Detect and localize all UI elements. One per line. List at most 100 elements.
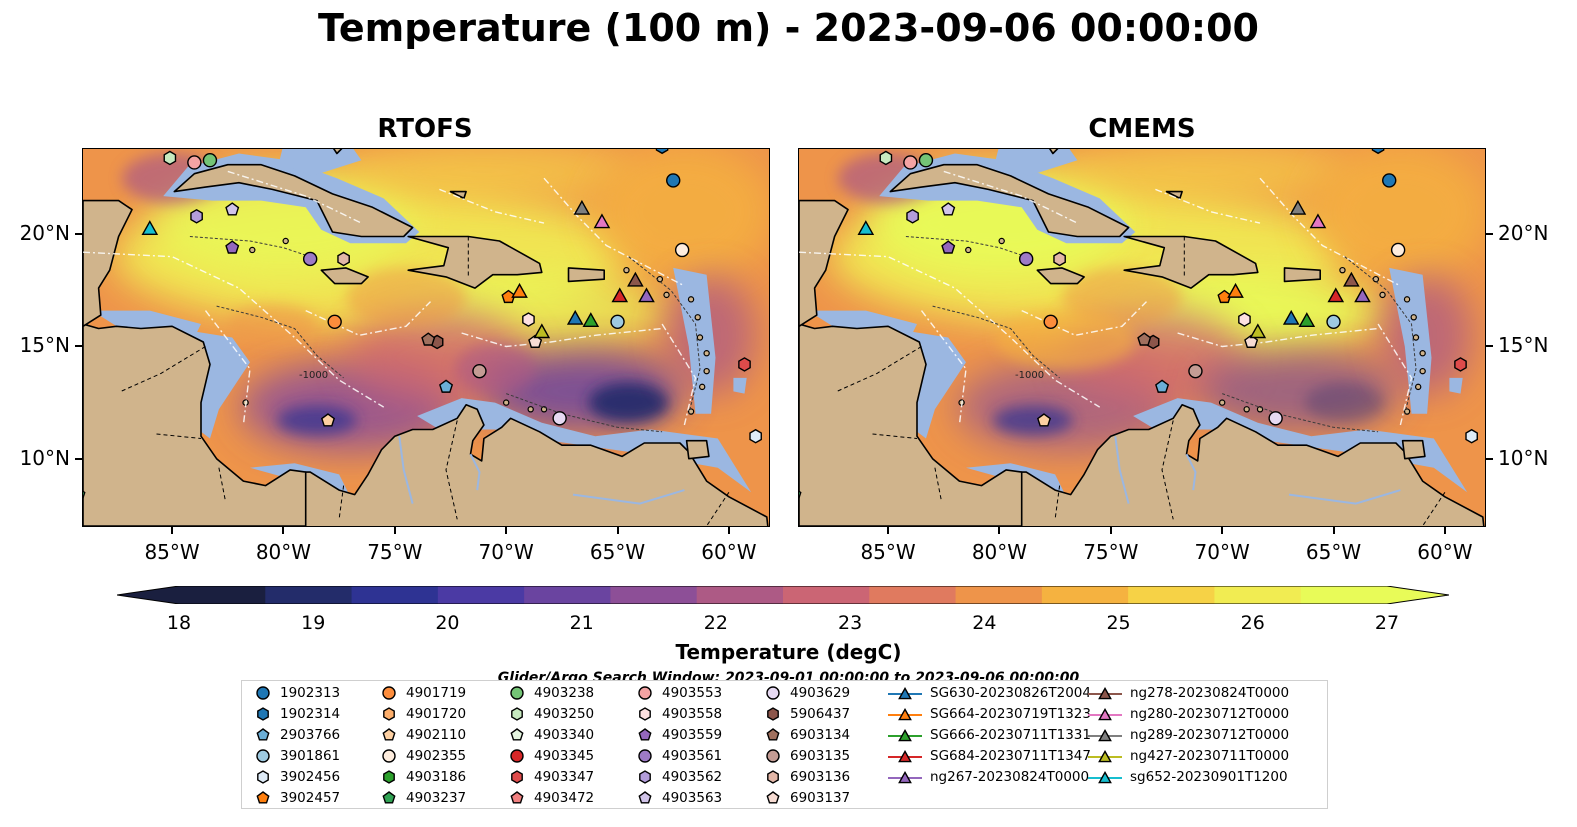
observation-marker-pentagon[interactable] (1137, 332, 1152, 346)
observation-marker-circle[interactable] (1188, 363, 1203, 379)
legend-marker[interactable] (510, 791, 524, 804)
observation-marker-hexagon[interactable] (738, 357, 751, 372)
observation-marker-circle[interactable] (187, 155, 202, 170)
observation-marker-hexagon[interactable] (1465, 428, 1478, 444)
observation-marker-circle[interactable] (1390, 242, 1406, 258)
observation-marker-pentagon[interactable] (1244, 334, 1259, 348)
observation-marker-triangle[interactable] (638, 287, 655, 303)
observation-marker-hexagon[interactable] (337, 251, 350, 267)
observation-marker-triangle[interactable] (533, 323, 551, 339)
legend-marker[interactable] (1098, 707, 1112, 721)
observation-marker-triangle[interactable] (511, 282, 528, 298)
observation-marker-circle[interactable] (666, 173, 681, 188)
observation-marker-triangle[interactable] (1298, 312, 1316, 327)
legend-marker[interactable] (767, 770, 779, 784)
legend-marker[interactable] (256, 728, 270, 741)
legend-marker[interactable] (510, 749, 524, 763)
observation-marker-pentagon[interactable] (941, 240, 956, 254)
legend-marker[interactable] (510, 686, 524, 700)
legend-marker[interactable] (257, 770, 269, 784)
observation-marker-circle[interactable] (302, 251, 318, 267)
observation-marker-hexagon[interactable] (1238, 312, 1251, 327)
observation-marker-triangle[interactable] (1289, 199, 1307, 215)
observation-marker-triangle[interactable] (582, 312, 600, 327)
observation-marker-pentagon[interactable] (439, 379, 454, 393)
observation-marker-hexagon[interactable] (163, 150, 177, 166)
legend-marker[interactable] (638, 686, 652, 700)
observation-marker-hexagon[interactable] (1454, 357, 1467, 372)
legend-marker[interactable] (898, 728, 912, 742)
legend-marker[interactable] (638, 749, 652, 763)
observation-marker-pentagon[interactable] (225, 202, 240, 216)
observation-marker-pentagon[interactable] (1155, 379, 1170, 393)
observation-marker-circle[interactable] (1268, 411, 1283, 426)
legend-marker[interactable] (766, 728, 780, 741)
legend-marker[interactable] (511, 707, 523, 721)
observation-marker-hexagon[interactable] (1371, 149, 1385, 155)
legend-marker[interactable] (511, 770, 523, 784)
observation-marker-circle[interactable] (903, 155, 918, 170)
observation-marker-circle[interactable] (472, 363, 487, 379)
legend-marker[interactable] (256, 749, 270, 763)
legend-marker[interactable] (898, 686, 912, 700)
legend-marker[interactable] (382, 728, 396, 741)
observation-marker-hexagon[interactable] (1053, 251, 1066, 267)
legend-marker[interactable] (1098, 686, 1112, 700)
legend-marker[interactable] (898, 770, 912, 784)
legend-marker[interactable] (639, 707, 651, 721)
legend-marker[interactable] (1098, 728, 1112, 742)
map-panel-cmems[interactable]: -1000 (798, 148, 1486, 527)
map-panel-rtofs[interactable]: -1000 (82, 148, 770, 527)
legend-marker[interactable] (383, 707, 395, 721)
observation-marker-pentagon[interactable] (320, 413, 336, 427)
observation-marker-circle[interactable] (674, 242, 690, 258)
observation-marker-triangle[interactable] (1227, 282, 1244, 298)
observation-marker-hexagon[interactable] (879, 150, 893, 166)
legend-marker[interactable] (638, 728, 652, 741)
legend-marker[interactable] (382, 791, 396, 804)
observation-marker-hexagon[interactable] (906, 209, 919, 224)
observation-marker-triangle[interactable] (566, 309, 584, 325)
observation-marker-circle[interactable] (1043, 314, 1058, 329)
observation-marker-triangle[interactable] (1282, 309, 1300, 325)
observation-marker-hexagon[interactable] (749, 428, 762, 444)
observation-marker-triangle[interactable] (627, 271, 644, 287)
observation-marker-triangle[interactable] (857, 220, 875, 235)
legend-marker[interactable] (766, 791, 780, 804)
legend-marker[interactable] (256, 791, 270, 804)
observation-marker-pentagon[interactable] (1036, 413, 1052, 427)
observation-marker-triangle[interactable] (1343, 271, 1360, 287)
legend-marker[interactable] (383, 770, 395, 784)
legend-marker[interactable] (898, 749, 912, 763)
legend-marker[interactable] (510, 728, 524, 741)
observation-marker-triangle[interactable] (1309, 213, 1327, 229)
legend-marker[interactable] (766, 686, 780, 700)
observation-marker-triangle[interactable] (1249, 323, 1267, 339)
legend-marker[interactable] (382, 749, 396, 763)
observation-marker-hexagon[interactable] (190, 209, 203, 224)
legend-marker[interactable] (1098, 770, 1112, 784)
observation-marker-pentagon[interactable] (941, 202, 956, 216)
observation-marker-circle[interactable] (918, 153, 934, 168)
observation-marker-pentagon[interactable] (799, 488, 802, 501)
legend-marker[interactable] (639, 770, 651, 784)
observation-marker-circle[interactable] (327, 314, 342, 329)
legend-marker[interactable] (638, 791, 652, 804)
observation-marker-circle[interactable] (552, 411, 567, 426)
observation-marker-pentagon[interactable] (225, 240, 240, 254)
legend-marker[interactable] (1098, 749, 1112, 763)
observation-marker-triangle[interactable] (1327, 287, 1345, 303)
observation-marker-circle[interactable] (610, 314, 625, 329)
legend-marker[interactable] (382, 686, 396, 700)
legend-marker[interactable] (256, 686, 270, 700)
observation-marker-hexagon[interactable] (522, 312, 535, 327)
observation-marker-pentagon[interactable] (83, 488, 86, 501)
observation-marker-triangle[interactable] (1354, 287, 1371, 303)
observation-marker-circle[interactable] (202, 153, 218, 168)
observation-marker-triangle[interactable] (611, 287, 629, 303)
legend-marker[interactable] (257, 707, 269, 721)
observation-marker-circle[interactable] (1382, 173, 1397, 188)
legend-marker[interactable] (767, 707, 779, 721)
observation-marker-hexagon[interactable] (655, 149, 669, 155)
observation-marker-triangle[interactable] (141, 220, 159, 235)
